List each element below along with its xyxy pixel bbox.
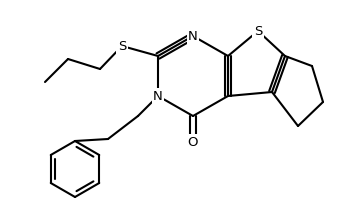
Text: N: N (188, 30, 198, 43)
Text: N: N (153, 89, 163, 103)
Text: S: S (254, 24, 262, 37)
Text: S: S (118, 40, 126, 52)
Text: O: O (188, 135, 198, 149)
